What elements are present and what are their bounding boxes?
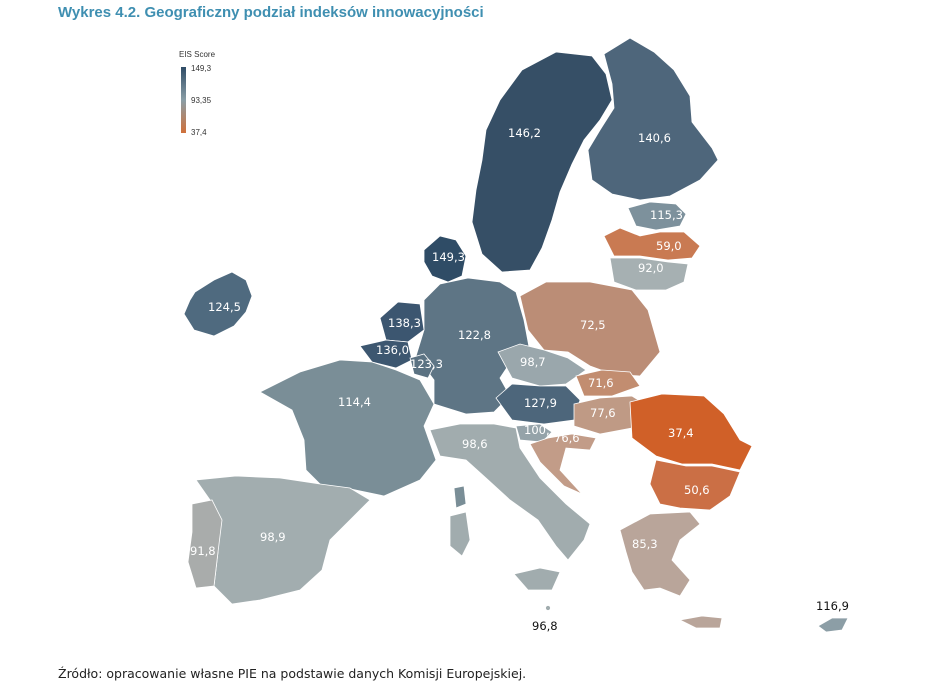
region-romania (629, 393, 753, 471)
label-ireland: 124,5 (208, 300, 241, 314)
label-slovenia: 100,1 (524, 423, 557, 437)
legend-min: 37,4 (191, 128, 207, 137)
region-estonia (627, 201, 687, 231)
label-denmark: 149,3 (432, 250, 465, 264)
label-sweden: 146,2 (508, 126, 541, 140)
label-czechia: 98,7 (520, 355, 546, 369)
label-poland: 72,5 (580, 318, 606, 332)
label-malta: 96,8 (532, 619, 558, 633)
region-france (259, 359, 437, 497)
region-finland (587, 37, 719, 201)
source-note: Źródło: opracowanie własne PIE na podsta… (58, 666, 527, 681)
region-portugal (187, 499, 223, 589)
region-latvia (603, 227, 701, 261)
legend-max: 149,3 (191, 64, 212, 73)
label-austria: 127,9 (524, 396, 557, 410)
label-hungary: 77,6 (590, 406, 616, 420)
region-lithuania (609, 257, 689, 291)
region-austria (495, 383, 581, 425)
region-italy (429, 423, 591, 561)
label-slovakia: 71,6 (588, 376, 614, 390)
legend-title: EIS Score (179, 50, 216, 59)
region-sardinia (449, 511, 471, 557)
label-finland: 140,6 (638, 131, 671, 145)
page-title: Wykres 4.2. Geograficzny podział indeksó… (58, 4, 484, 21)
label-belgium: 136,0 (376, 343, 409, 357)
region-corsica (453, 485, 467, 509)
label-italy: 98,6 (462, 437, 488, 451)
region-slovakia (575, 369, 641, 397)
label-luxembourg: 123,3 (410, 357, 443, 371)
region-ireland (183, 271, 253, 337)
region-bulgaria (649, 459, 741, 511)
label-latvia: 59,0 (656, 239, 682, 253)
region-czechia (497, 343, 587, 387)
region-luxembourg (409, 353, 435, 379)
label-greece: 85,3 (632, 537, 658, 551)
region-sicily (513, 567, 561, 591)
label-spain: 98,9 (260, 530, 286, 544)
legend-gradient-bar (181, 67, 186, 133)
label-netherlands: 138,3 (388, 316, 421, 330)
region-denmark (423, 235, 467, 283)
label-portugal: 91,8 (190, 544, 216, 558)
region-malta (545, 605, 551, 611)
region-crete (678, 615, 723, 629)
label-croatia: 76,6 (554, 431, 580, 445)
label-romania: 37,4 (668, 426, 694, 440)
label-lithuania: 92,0 (638, 261, 664, 275)
label-france: 114,4 (338, 395, 371, 409)
label-bulgaria: 50,6 (684, 483, 710, 497)
label-estonia: 115,3 (650, 208, 683, 222)
region-greece (619, 511, 701, 597)
region-cyprus (817, 617, 849, 633)
region-croatia (529, 433, 597, 495)
label-germany: 122,8 (458, 328, 491, 342)
legend-mid: 93,35 (191, 96, 212, 105)
region-slovenia (515, 423, 553, 443)
label-cyprus: 116,9 (816, 599, 849, 613)
region-sweden (471, 51, 613, 273)
